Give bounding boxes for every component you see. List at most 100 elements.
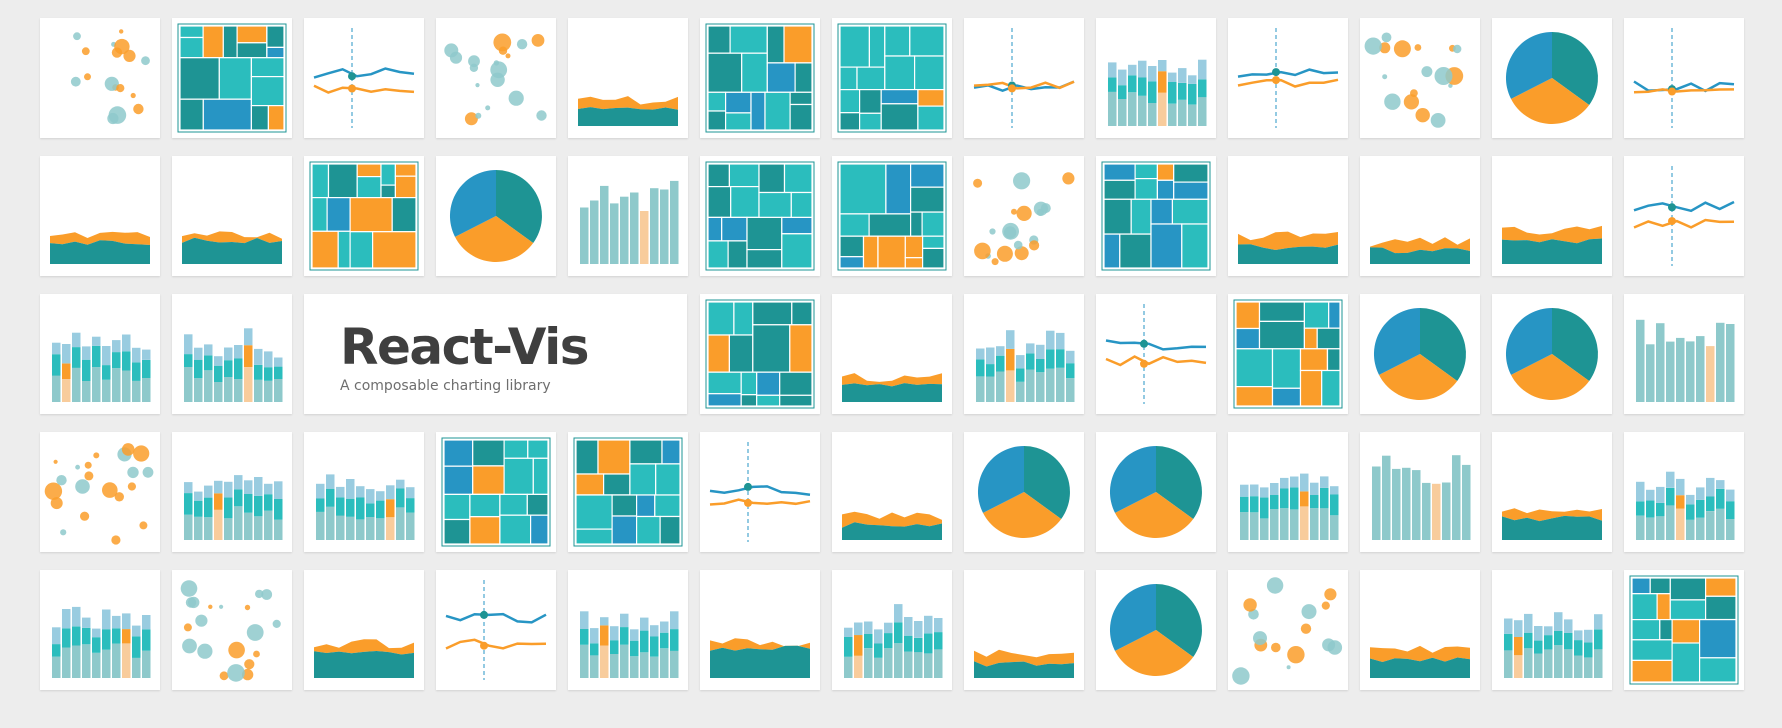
thumbnail-crosshair-line xyxy=(1624,156,1744,276)
thumbnail-graphic xyxy=(1633,166,1735,266)
thumbnail-treemap xyxy=(172,18,292,138)
thumbnail-graphic xyxy=(180,580,281,682)
thumbnail-graphic xyxy=(1233,299,1343,409)
thumbnail-graphic xyxy=(1373,308,1466,400)
thumbnail-graphic xyxy=(705,299,815,409)
thumbnail-graphic xyxy=(1629,575,1739,685)
thumbnail-bubble xyxy=(40,432,160,552)
thumbnail-graphic xyxy=(1101,161,1211,271)
thumbnail-treemap xyxy=(568,432,688,552)
thumbnail-treemap xyxy=(700,156,820,276)
thumbnail-graphic xyxy=(705,23,815,133)
hero-subtitle: A composable charting library xyxy=(340,378,551,394)
thumbnail-treemap xyxy=(700,18,820,138)
thumbnail-crosshair-line xyxy=(1228,18,1348,138)
thumbnail-graphic xyxy=(842,373,942,402)
thumbnail-graphic xyxy=(842,511,942,540)
thumbnail-graphic xyxy=(444,33,547,126)
thumbnail-graphic xyxy=(309,161,419,271)
thumbnail-graphic xyxy=(1109,584,1202,676)
thumbnail-graphic xyxy=(314,639,414,678)
thumbnail-bar xyxy=(1360,432,1480,552)
thumbnail-area xyxy=(700,570,820,690)
thumbnail-area xyxy=(1492,156,1612,276)
thumbnail-graphic xyxy=(1232,577,1343,685)
thumbnail-graphic xyxy=(1105,304,1207,404)
thumbnail-area xyxy=(832,294,952,414)
thumbnail-stacked-bar xyxy=(172,294,292,414)
thumbnail-area xyxy=(304,570,424,690)
thumbnail-crosshair-line xyxy=(700,432,820,552)
thumbnail-area xyxy=(1492,432,1612,552)
thumbnail-pie xyxy=(1096,570,1216,690)
thumbnail-pie xyxy=(1492,18,1612,138)
thumbnail-graphic xyxy=(1504,612,1603,678)
thumbnail-graphic xyxy=(1240,473,1339,540)
thumbnail-treemap xyxy=(832,156,952,276)
thumbnail-pie xyxy=(1492,294,1612,414)
thumbnail-graphic xyxy=(973,28,1075,128)
thumbnail-graphic xyxy=(709,442,811,542)
thumbnail-area xyxy=(832,432,952,552)
hero-title: React-Vis xyxy=(340,318,590,376)
thumbnail-stacked-bar xyxy=(1228,432,1348,552)
thumbnail-bubble xyxy=(964,156,1084,276)
thumbnail-graphic xyxy=(177,23,287,133)
thumbnail-graphic xyxy=(973,172,1075,266)
thumbnail-crosshair-line xyxy=(964,18,1084,138)
thumbnail-bubble xyxy=(1228,570,1348,690)
thumbnail-graphic xyxy=(1370,645,1470,678)
thumbnail-graphic xyxy=(316,474,415,540)
thumbnail-crosshair-line xyxy=(1096,294,1216,414)
thumbnail-bubble xyxy=(40,18,160,138)
thumbnail-treemap xyxy=(436,432,556,552)
thumbnail-graphic xyxy=(1108,59,1207,126)
thumbnail-graphic xyxy=(580,180,679,264)
thumbnail-graphic xyxy=(1372,455,1471,540)
thumbnail-pie xyxy=(436,156,556,276)
thumbnail-graphic xyxy=(705,161,815,271)
thumbnail-graphic xyxy=(844,604,943,678)
thumbnail-stacked-bar xyxy=(172,432,292,552)
thumbnail-graphic xyxy=(580,611,679,678)
thumbnail-pie xyxy=(1360,294,1480,414)
thumbnail-treemap xyxy=(1228,294,1348,414)
thumbnail-graphic xyxy=(974,649,1074,678)
thumbnail-stacked-bar xyxy=(568,570,688,690)
thumbnail-graphic xyxy=(1633,28,1735,128)
thumbnail-graphic xyxy=(573,437,683,547)
thumbnail-crosshair-line xyxy=(436,570,556,690)
thumbnail-graphic xyxy=(1370,237,1470,264)
thumbnail-graphic xyxy=(70,29,150,125)
thumbnail-area xyxy=(568,18,688,138)
thumbnail-area xyxy=(40,156,160,276)
thumbnail-treemap xyxy=(832,18,952,138)
thumbnail-crosshair-line xyxy=(304,18,424,138)
thumbnail-graphic xyxy=(1238,231,1338,264)
thumbnail-stacked-bar xyxy=(304,432,424,552)
thumbnail-crosshair-line xyxy=(1624,18,1744,138)
thumbnail-graphic xyxy=(445,580,547,680)
thumbnail-bar xyxy=(1624,294,1744,414)
thumbnail-graphic xyxy=(1364,32,1464,128)
thumbnail-bubble xyxy=(172,570,292,690)
thumbnail-graphic xyxy=(1237,28,1339,128)
thumbnail-treemap xyxy=(700,294,820,414)
thumbnail-area xyxy=(1228,156,1348,276)
thumbnail-graphic xyxy=(1505,308,1598,400)
thumbnail-graphic xyxy=(449,170,542,262)
thumbnail-bubble xyxy=(436,18,556,138)
thumbnail-stacked-bar xyxy=(1096,18,1216,138)
thumbnail-graphic xyxy=(578,96,678,126)
thumbnail-bubble xyxy=(1360,18,1480,138)
thumbnail-graphic xyxy=(441,437,551,547)
thumbnail-pie xyxy=(1096,432,1216,552)
thumbnail-graphic xyxy=(182,231,282,264)
thumbnail-graphic xyxy=(977,446,1070,538)
thumbnail-area xyxy=(1360,156,1480,276)
thumbnail-stacked-bar xyxy=(40,294,160,414)
hero-card: React-Vis A composable charting library xyxy=(304,294,687,414)
thumbnail-graphic xyxy=(52,606,151,678)
thumbnail-pie xyxy=(964,432,1084,552)
